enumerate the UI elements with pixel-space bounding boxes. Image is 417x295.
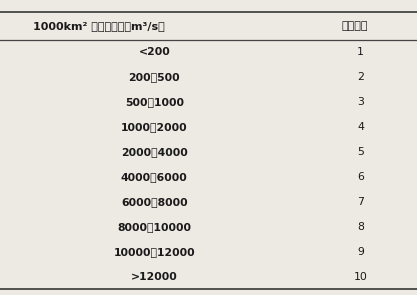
Text: 4: 4 (357, 122, 364, 132)
Text: 2000～4000: 2000～4000 (121, 147, 188, 157)
Text: 5: 5 (357, 147, 364, 157)
Text: 10000～12000: 10000～12000 (113, 247, 195, 257)
Text: 3: 3 (357, 97, 364, 107)
Text: 1000km² 上洪峰流量（m³/s）: 1000km² 上洪峰流量（m³/s） (33, 21, 165, 31)
Text: 8000～10000: 8000～10000 (117, 222, 191, 232)
Text: 1: 1 (357, 47, 364, 57)
Text: >12000: >12000 (131, 272, 178, 282)
Text: 1000～2000: 1000～2000 (121, 122, 188, 132)
Text: 10: 10 (354, 272, 368, 282)
Text: 7: 7 (357, 197, 364, 207)
Text: 洪水等级: 洪水等级 (342, 21, 369, 31)
Text: 500～1000: 500～1000 (125, 97, 184, 107)
Text: 200～500: 200～500 (128, 72, 180, 82)
Text: 9: 9 (357, 247, 364, 257)
Text: 4000～6000: 4000～6000 (121, 172, 188, 182)
Text: 6: 6 (357, 172, 364, 182)
Text: 2: 2 (357, 72, 364, 82)
Text: <200: <200 (138, 47, 170, 57)
Text: 8: 8 (357, 222, 364, 232)
Text: 6000～8000: 6000～8000 (121, 197, 188, 207)
